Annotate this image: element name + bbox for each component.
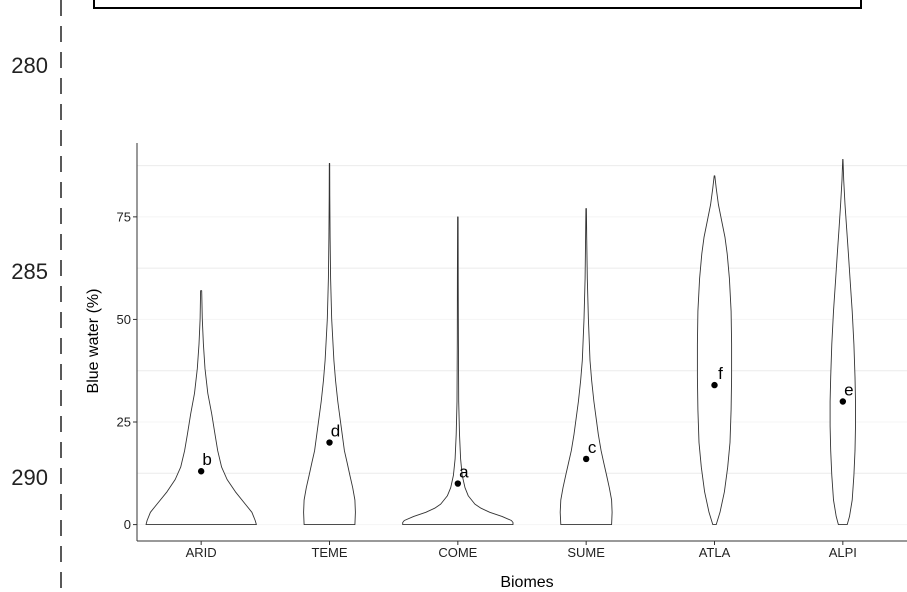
axis-lines [136,143,907,542]
y-axis-ticks: 0 25 50 75 [117,209,137,532]
violin-alpi [829,158,856,526]
significance-letter: d [331,422,340,441]
x-tick-label: ARID [186,545,217,560]
mean-point-atla [711,381,718,389]
line-numbers: 280 285 290 [11,53,48,490]
significance-letter: a [459,463,469,482]
x-tick-label: ALPI [829,545,857,560]
violin-sume [559,208,613,526]
y-tick-label: 0 [124,517,131,532]
violin-atla [696,175,733,526]
y-tick-label: 50 [117,312,131,327]
x-tick-label: SUME [567,545,605,560]
mean-point-sume [582,455,590,463]
mean-point-arid [197,468,205,475]
significance-letter: f [718,364,723,383]
significance-letter: b [202,450,211,469]
significance-letter: e [844,380,853,399]
violin-come [402,216,514,526]
x-axis-ticks: ARID TEME COME SUME ATLA ALPI [186,541,857,560]
line-number: 280 [11,53,48,78]
violin-arid [145,290,257,526]
gridlines [137,165,907,526]
mean-point-alpi [839,398,847,405]
x-axis-title: Biomes [500,574,553,591]
top-frame-box [93,0,862,9]
significance-letters: b d a c f e [202,364,853,481]
mean-point-teme [326,439,333,446]
x-tick-label: TEME [311,545,347,560]
y-axis-title: Blue water (%) [85,289,102,394]
mean-point-come [454,480,462,487]
x-tick-label: COME [438,545,477,560]
mean-points [197,381,847,487]
y-tick-label: 25 [117,415,131,430]
significance-letter: c [588,438,597,457]
line-number: 285 [11,259,48,284]
x-tick-label: ATLA [699,545,731,560]
line-number: 290 [11,465,48,490]
y-tick-label: 75 [117,209,131,224]
violin-teme [303,163,356,526]
violins [145,158,856,526]
